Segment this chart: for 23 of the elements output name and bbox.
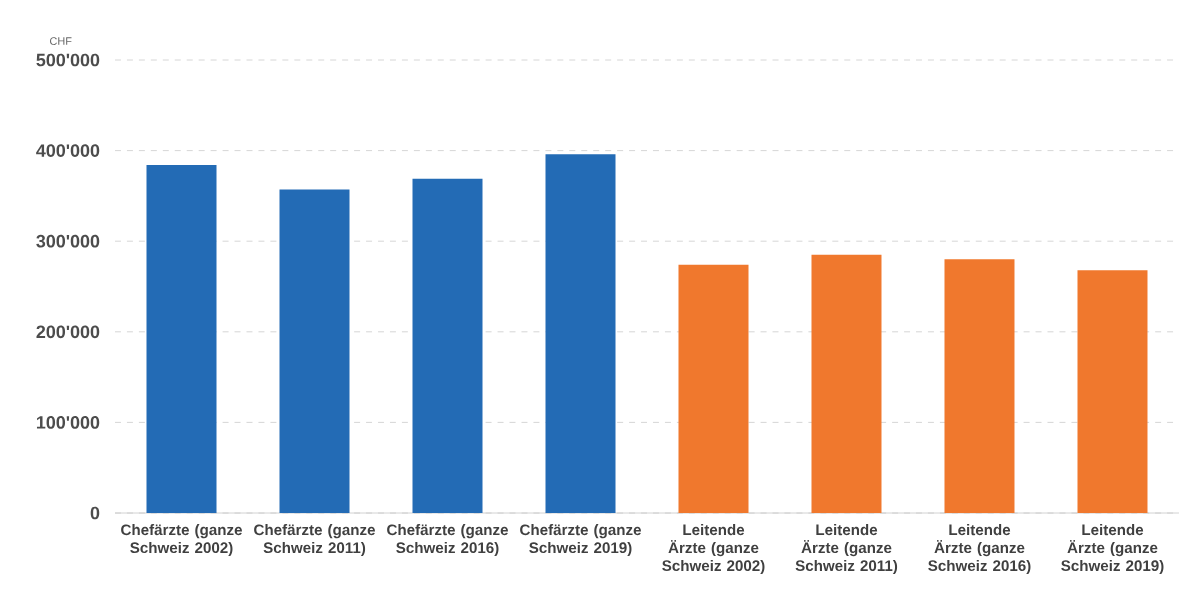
bar xyxy=(944,259,1015,513)
bar xyxy=(146,165,217,513)
x-tick-label: Chefärzte (ganze Schweiz 2011) xyxy=(254,524,375,557)
y-tick-label: 500'000 xyxy=(36,53,100,67)
y-tick-label: 0 xyxy=(90,506,100,520)
bar xyxy=(678,264,749,513)
bar xyxy=(412,178,483,513)
x-tick-label: Chefärzte (ganze Schweiz 2016) xyxy=(387,524,508,557)
x-tick-label: Leitende Ärzte (ganze Schweiz 2019) xyxy=(1061,524,1164,575)
y-tick-label: 200'000 xyxy=(36,325,100,339)
x-tick-label: Chefärzte (ganze Schweiz 2019) xyxy=(520,524,641,557)
x-tick-label: Leitende Ärzte (ganze Schweiz 2011) xyxy=(795,524,898,575)
bar xyxy=(811,254,882,513)
bar xyxy=(279,189,350,513)
y-axis-title: CHF xyxy=(50,37,72,45)
y-tick-label: 100'000 xyxy=(36,416,100,429)
x-tick-label: Leitende Ärzte (ganze Schweiz 2016) xyxy=(928,524,1031,575)
y-tick-label: 300'000 xyxy=(36,234,100,248)
bar xyxy=(1077,270,1148,513)
bar xyxy=(545,154,616,513)
x-tick-label: Chefärzte (ganze Schweiz 2002) xyxy=(121,524,242,557)
y-tick-label: 400'000 xyxy=(36,144,100,157)
x-tick-label: Leitende Ärzte (ganze Schweiz 2002) xyxy=(662,524,765,575)
